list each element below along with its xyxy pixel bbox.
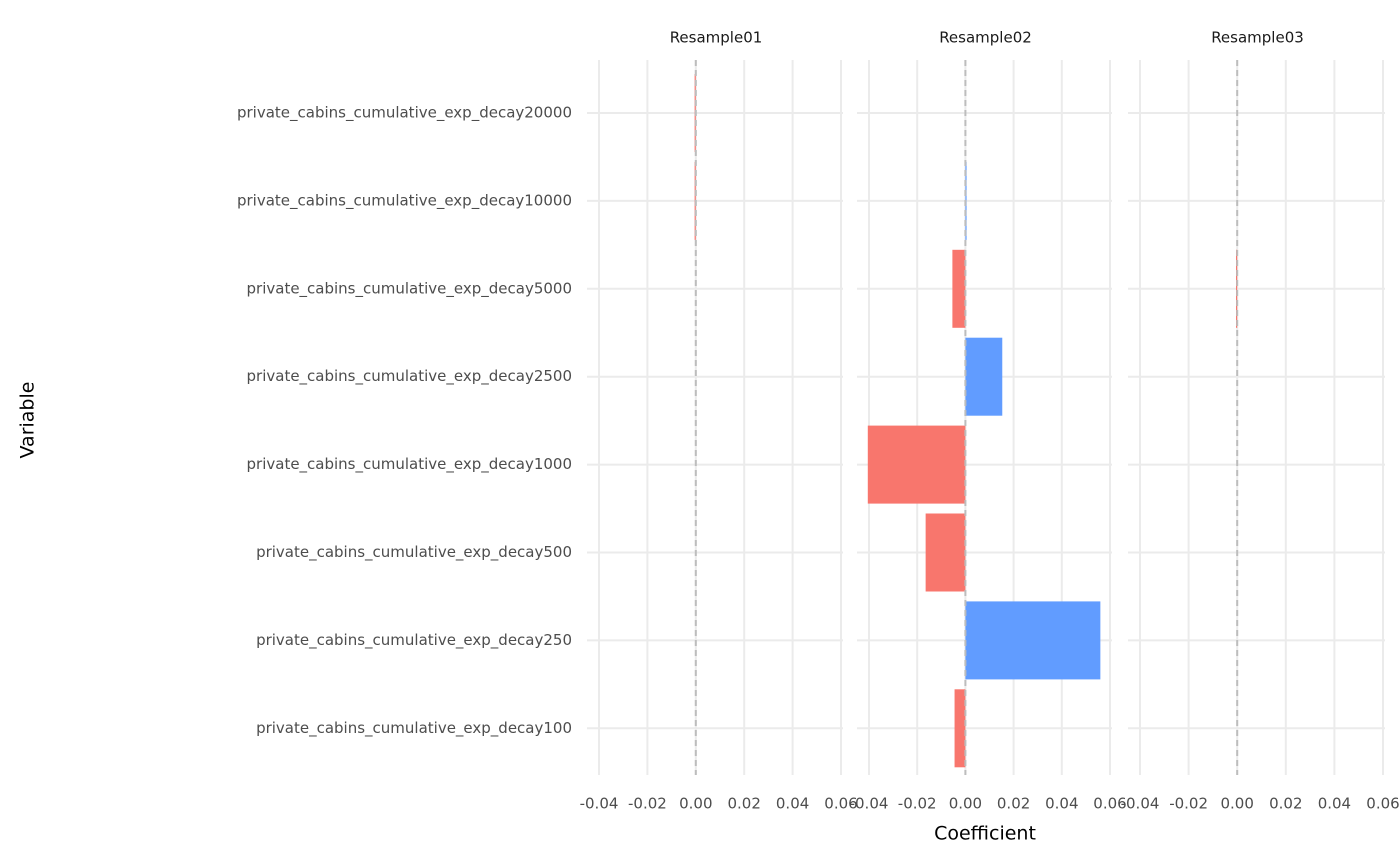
x-tick-label: 0.06 bbox=[824, 795, 857, 813]
x-tick-label: -0.02 bbox=[1169, 795, 1208, 813]
facet-title: Resample02 bbox=[939, 29, 1032, 47]
y-tick-label: private_cabins_cumulative_exp_decay5000 bbox=[247, 279, 572, 298]
x-tick-label: 0.00 bbox=[679, 795, 712, 813]
y-tick-label: private_cabins_cumulative_exp_decay20000 bbox=[237, 104, 572, 123]
x-tick-label: -0.04 bbox=[1121, 795, 1160, 813]
bar bbox=[867, 425, 966, 504]
x-tick-label: 0.04 bbox=[776, 795, 809, 813]
y-tick-label: private_cabins_cumulative_exp_decay250 bbox=[256, 631, 572, 650]
bar bbox=[925, 513, 966, 592]
bar bbox=[965, 337, 1003, 416]
facet-title: Resample01 bbox=[670, 29, 763, 47]
y-axis-title: Variable bbox=[17, 382, 39, 459]
x-tick-label: 0.06 bbox=[1093, 795, 1126, 813]
x-axis-title: Coefficient bbox=[934, 823, 1036, 845]
bar bbox=[1236, 249, 1238, 328]
y-tick-label: private_cabins_cumulative_exp_decay100 bbox=[256, 719, 572, 738]
bar bbox=[954, 689, 966, 768]
x-tick-label: -0.04 bbox=[850, 795, 889, 813]
x-tick-label: 0.00 bbox=[1220, 795, 1253, 813]
x-tick-label: 0.06 bbox=[1366, 795, 1399, 813]
y-tick-label: private_cabins_cumulative_exp_decay1000 bbox=[247, 455, 572, 474]
facet-title: Resample03 bbox=[1211, 29, 1304, 47]
x-tick-label: 0.02 bbox=[997, 795, 1030, 813]
x-tick-label: 0.02 bbox=[727, 795, 760, 813]
x-tick-label: -0.02 bbox=[898, 795, 937, 813]
bar bbox=[952, 249, 966, 328]
x-tick-label: -0.02 bbox=[628, 795, 667, 813]
x-tick-label: 0.00 bbox=[949, 795, 982, 813]
bar bbox=[965, 601, 1101, 680]
x-tick-label: 0.02 bbox=[1269, 795, 1302, 813]
y-tick-label: private_cabins_cumulative_exp_decay10000 bbox=[237, 191, 572, 210]
y-tick-label: private_cabins_cumulative_exp_decay2500 bbox=[247, 367, 572, 386]
x-tick-label: 0.04 bbox=[1045, 795, 1078, 813]
x-tick-label: -0.04 bbox=[580, 795, 619, 813]
x-tick-label: 0.04 bbox=[1318, 795, 1351, 813]
y-tick-label: private_cabins_cumulative_exp_decay500 bbox=[256, 543, 572, 562]
